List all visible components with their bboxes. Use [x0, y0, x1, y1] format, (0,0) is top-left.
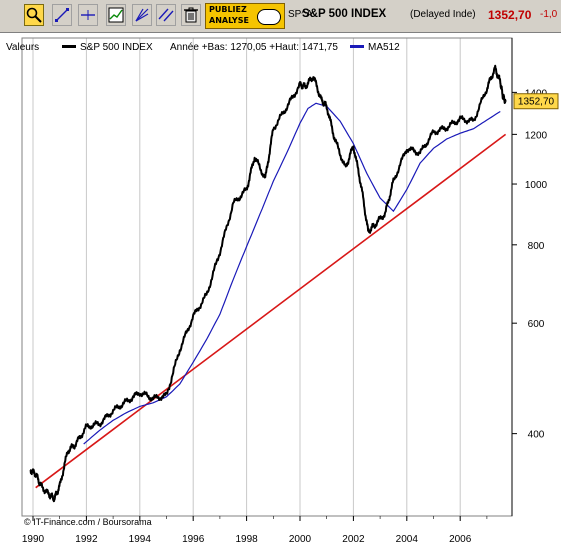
- parallel-lines-tool-button[interactable]: [156, 4, 176, 26]
- y-tick-label: 800: [528, 241, 545, 252]
- ma512-line: [83, 102, 501, 445]
- x-tick-label: 2002: [342, 534, 365, 545]
- last-price-label: 1352,70: [518, 97, 555, 108]
- zoom-tool-button[interactable]: [24, 4, 44, 26]
- y-axis: 4006008001000120014001352,70: [511, 38, 559, 516]
- trendline-icon: [55, 8, 69, 22]
- legend-price-swatch: [62, 45, 76, 48]
- ticker-symbol: SP^A: [288, 9, 313, 20]
- magnifier-icon: [26, 7, 42, 23]
- legend: Valeurs S&P 500 INDEX Année +Bas: 1270,0…: [6, 42, 400, 53]
- y-tick-label: 400: [528, 430, 545, 441]
- x-tick-label: 2006: [449, 534, 472, 545]
- plot-frame: [21, 37, 513, 517]
- credit: © IT-Finance.com / Boursorama: [24, 517, 152, 527]
- y-tick-label: 1200: [525, 130, 548, 141]
- price-change: -1,0: [540, 9, 558, 20]
- horizontal-line-tool-button[interactable]: [78, 4, 98, 26]
- y-tick-label: 600: [528, 319, 545, 330]
- series: [29, 64, 507, 503]
- last-price-tag: [513, 93, 559, 110]
- x-tick-label: 1998: [235, 534, 258, 545]
- x-tick-label: 2004: [396, 534, 419, 545]
- horizontal-line-icon: [81, 10, 95, 20]
- legend-ma-label: MA512: [368, 42, 400, 53]
- y-tick-label: 1000: [525, 180, 548, 191]
- x-tick-label: 1992: [75, 534, 98, 545]
- price-chart[interactable]: Valeurs S&P 500 INDEX Année +Bas: 1270,0…: [0, 34, 561, 549]
- x-axis: 1990 1992 1994 1996 1998 2000 2002 2004 2006: [22, 516, 488, 545]
- banner-line-2: ANALYSE: [209, 16, 249, 25]
- delayed-label: (Delayed Inde): [410, 9, 476, 20]
- price-line: [29, 64, 507, 503]
- indicator-tool-button[interactable]: [106, 4, 126, 26]
- fan-lines-icon: [135, 8, 149, 22]
- indicator-chart-icon: [108, 7, 124, 23]
- x-tick-label: 2000: [289, 534, 312, 545]
- grid: [32, 38, 461, 516]
- publish-analysis-banner[interactable]: PUBLIEZ ANALYSE: [205, 3, 285, 29]
- banner-line-1: PUBLIEZ: [209, 5, 247, 14]
- trend-line: [35, 133, 507, 489]
- legend-prefix: Valeurs: [6, 42, 39, 53]
- delete-button[interactable]: [181, 4, 201, 26]
- x-tick-label: 1996: [182, 534, 205, 545]
- legend-ma-swatch: [350, 45, 364, 48]
- current-price: 1352,70: [488, 8, 532, 22]
- x-tick-label: 1994: [129, 534, 152, 545]
- legend-range-text: Année +Bas: 1270,05 +Haut: 1471,75: [170, 42, 338, 53]
- trendline-tool-button[interactable]: [52, 4, 72, 26]
- legend-series-label: S&P 500 INDEX: [80, 42, 153, 53]
- trash-icon: [184, 7, 198, 23]
- speech-bubble-icon: [257, 9, 281, 25]
- index-name: S&P 500 INDEX: [302, 8, 387, 20]
- fibonacci-tool-button[interactable]: [132, 4, 152, 26]
- toolbar: PUBLIEZ ANALYSE SP^A S&P 500 INDEX (Dela…: [0, 0, 561, 33]
- parallel-lines-icon: [158, 8, 174, 22]
- x-tick-label: 1990: [22, 534, 45, 545]
